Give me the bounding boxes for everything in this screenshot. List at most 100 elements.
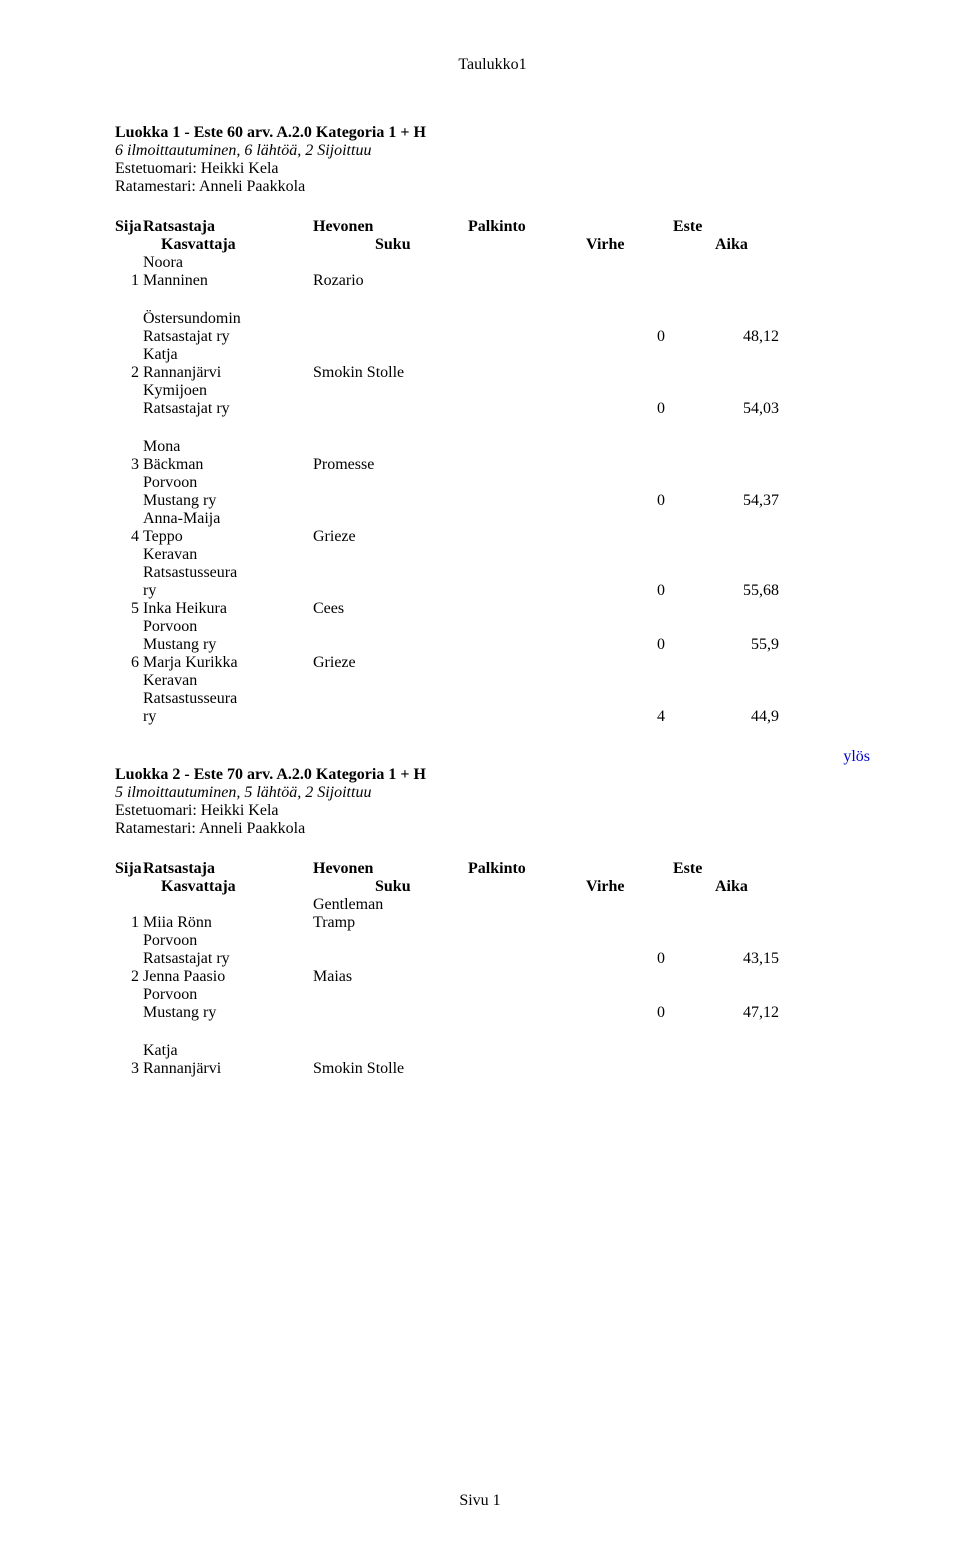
class1-header: Luokka 1 - Este 60 arv. A.2.0 Kategoria …: [115, 124, 870, 196]
hdr-kasvattaja: Kasvattaja: [143, 236, 313, 254]
hdr-kasvattaja: Kasvattaja: [143, 878, 313, 896]
horse: Cees: [313, 600, 468, 618]
rider-last: Rannanjärvi: [143, 364, 313, 382]
hdr-virhe: Virhe: [568, 236, 673, 254]
aika: 47,12: [673, 1004, 783, 1022]
rider-first: Katja: [143, 346, 313, 364]
aika: 43,15: [673, 950, 783, 968]
place: 1: [115, 914, 143, 932]
club: Östersundomin: [143, 310, 313, 328]
club: Porvoon: [143, 986, 313, 1004]
aika: 55,9: [673, 636, 783, 654]
hdr-aika: Aika: [673, 878, 783, 896]
rider-first: Noora: [143, 254, 313, 272]
rider-last: Marja Kurikka: [143, 654, 313, 672]
horse: Promesse: [313, 456, 468, 474]
club: Keravan: [143, 672, 313, 690]
aika: 54,03: [673, 400, 783, 418]
aika: 48,12: [673, 328, 783, 346]
hdr-ratsastaja: Ratsastaja: [143, 860, 313, 878]
virhe: 0: [568, 636, 673, 654]
class1-judge: Estetuomari: Heikki Kela: [115, 160, 870, 178]
club: Ratsastajat ry: [143, 400, 313, 418]
horse: Gentleman: [313, 896, 468, 914]
club: Keravan: [143, 546, 313, 564]
horse: Grieze: [313, 528, 468, 546]
place: 2: [115, 968, 143, 986]
class2-title: Luokka 2 - Este 70 arv. A.2.0 Kategoria …: [115, 766, 426, 784]
club: Porvoon: [143, 618, 313, 636]
place: 3: [115, 456, 143, 474]
hdr-suku: Suku: [313, 878, 468, 896]
virhe: 0: [568, 1004, 673, 1022]
virhe: 0: [568, 400, 673, 418]
hdr-palkinto: Palkinto: [468, 860, 568, 878]
rider-last: Inka Heikura: [143, 600, 313, 618]
hdr-este: Este: [673, 860, 783, 878]
rider-first: Katja: [143, 1042, 313, 1060]
aika: 44,9: [673, 708, 783, 726]
horse: Rozario: [313, 272, 468, 290]
horse: Grieze: [313, 654, 468, 672]
club: ry: [143, 582, 313, 600]
page: Taulukko1 Luokka 1 - Este 60 arv. A.2.0 …: [0, 0, 960, 1550]
place: 5: [115, 600, 143, 618]
club: Mustang ry: [143, 636, 313, 654]
club: Mustang ry: [143, 492, 313, 510]
hdr-ratsastaja: Ratsastaja: [143, 218, 313, 236]
place: 6: [115, 654, 143, 672]
rider-first: Mona: [143, 438, 313, 456]
rider-first: Anna-Maija: [143, 510, 313, 528]
virhe: 0: [568, 582, 673, 600]
class2-table: Sija Ratsastaja Hevonen Palkinto Este Ka…: [115, 860, 870, 1078]
club: Ratsastajat ry: [143, 328, 313, 346]
class1-title: Luokka 1 - Este 60 arv. A.2.0 Kategoria …: [115, 124, 870, 142]
aika: 55,68: [673, 582, 783, 600]
place: 3: [115, 1060, 143, 1078]
hdr-virhe: Virhe: [568, 878, 673, 896]
class1-table: Sija Ratsastaja Hevonen Palkinto Este Ka…: [115, 218, 870, 726]
class1-master: Ratamestari: Anneli Paakkola: [115, 178, 870, 196]
class2-header: Luokka 2 - Este 70 arv. A.2.0 Kategoria …: [115, 766, 426, 838]
club: Kymijoen: [143, 382, 313, 400]
horse: Smokin Stolle: [313, 364, 468, 382]
hdr-sija: Sija: [115, 218, 143, 236]
club: Ratsastusseura: [143, 564, 313, 582]
rider-last: Jenna Paasio: [143, 968, 313, 986]
hdr-hevonen: Hevonen: [313, 218, 468, 236]
club: Porvoon: [143, 932, 313, 950]
place: 1: [115, 272, 143, 290]
rider-last: Rannanjärvi: [143, 1060, 313, 1078]
place: 2: [115, 364, 143, 382]
place: 4: [115, 528, 143, 546]
virhe: 0: [568, 950, 673, 968]
class2-subtitle: 5 ilmoittautuminen, 5 lähtöä, 2 Sijoittu…: [115, 784, 426, 802]
virhe: 4: [568, 708, 673, 726]
hdr-hevonen: Hevonen: [313, 860, 468, 878]
hdr-suku: Suku: [313, 236, 468, 254]
doc-title: Taulukko1: [115, 56, 870, 74]
ylos-link[interactable]: ylös: [843, 748, 870, 765]
class1-subtitle: 6 ilmoittautuminen, 6 lähtöä, 2 Sijoittu…: [115, 142, 870, 160]
hdr-aika: Aika: [673, 236, 783, 254]
rider-last: Teppo: [143, 528, 313, 546]
page-footer: Sivu 1: [0, 1492, 960, 1510]
club: Ratsastusseura: [143, 690, 313, 708]
club: Porvoon: [143, 474, 313, 492]
class2-judge: Estetuomari: Heikki Kela: [115, 802, 426, 820]
virhe: 0: [568, 492, 673, 510]
rider-last: Miia Rönn: [143, 914, 313, 932]
aika: 54,37: [673, 492, 783, 510]
rider-last: Manninen: [143, 272, 313, 290]
hdr-este: Este: [673, 218, 783, 236]
horse: Maias: [313, 968, 468, 986]
horse: Tramp: [313, 914, 468, 932]
rider-last: Bäckman: [143, 456, 313, 474]
class2-header-row: Luokka 2 - Este 70 arv. A.2.0 Kategoria …: [115, 748, 870, 838]
class2-master: Ratamestari: Anneli Paakkola: [115, 820, 426, 838]
virhe: 0: [568, 328, 673, 346]
club: Mustang ry: [143, 1004, 313, 1022]
horse: Smokin Stolle: [313, 1060, 468, 1078]
hdr-palkinto: Palkinto: [468, 218, 568, 236]
hdr-sija: Sija: [115, 860, 143, 878]
